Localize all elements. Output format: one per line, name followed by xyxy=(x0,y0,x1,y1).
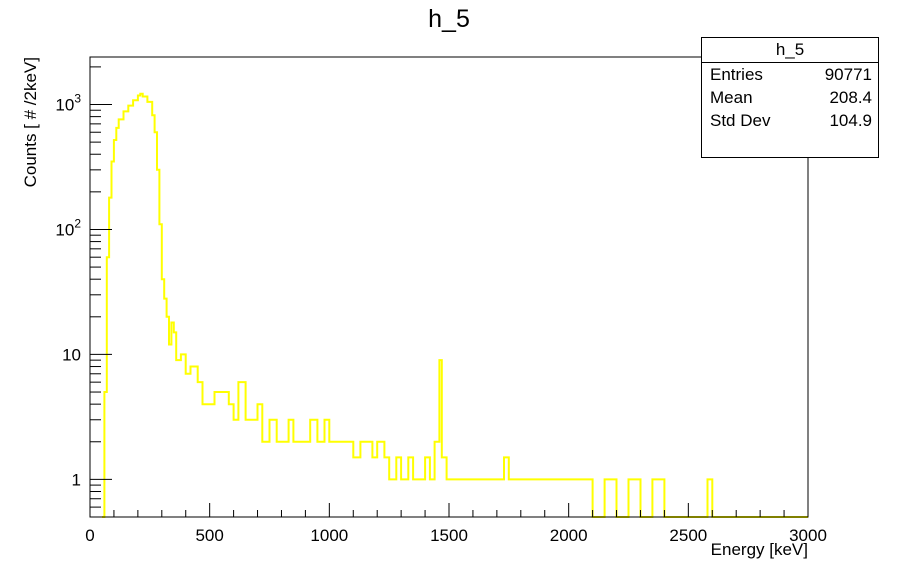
x-tick-label: 3000 xyxy=(789,526,827,545)
stats-box-title: h_5 xyxy=(702,38,878,63)
y-tick-label: 10 xyxy=(62,345,81,364)
x-tick-label: 2000 xyxy=(550,526,588,545)
x-tick-label: 500 xyxy=(195,526,223,545)
stats-box: h_5 Entries 90771 Mean 208.4 Std Dev 104… xyxy=(701,37,879,158)
stats-mean-label: Mean xyxy=(710,88,753,107)
histogram-series-0 xyxy=(102,92,808,518)
stats-entries-label: Entries xyxy=(710,65,763,84)
stats-stddev-label: Std Dev xyxy=(710,111,771,130)
y-axis-label: Counts [ # /2keV] xyxy=(21,57,40,187)
stats-row-mean: Mean 208.4 xyxy=(702,86,878,109)
stats-stddev-value: 104.9 xyxy=(829,111,872,130)
x-tick-label: 1000 xyxy=(310,526,348,545)
chart-title: h_5 xyxy=(428,5,470,33)
stats-entries-value: 90771 xyxy=(824,65,872,84)
y-tick-label: 1 xyxy=(72,470,81,489)
x-tick-label: 2500 xyxy=(669,526,707,545)
x-axis-label: Energy [keV] xyxy=(711,540,808,559)
stats-row-entries: Entries 90771 xyxy=(702,63,878,86)
stats-mean-value: 208.4 xyxy=(829,88,872,107)
y-tick-label: 102 xyxy=(55,216,81,239)
x-tick-label: 1500 xyxy=(430,526,468,545)
stats-row-stddev: Std Dev 104.9 xyxy=(702,109,878,132)
y-tick-label: 103 xyxy=(55,92,81,115)
x-tick-label: 0 xyxy=(85,526,94,545)
